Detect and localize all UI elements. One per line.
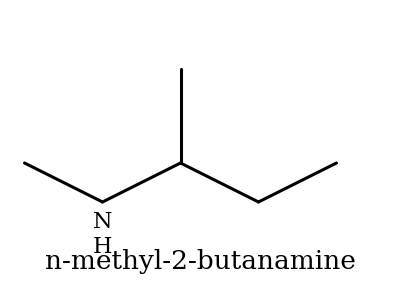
Text: N: N — [93, 211, 112, 233]
Text: H: H — [93, 236, 112, 258]
Text: n-methyl-2-butanamine: n-methyl-2-butanamine — [44, 249, 356, 274]
